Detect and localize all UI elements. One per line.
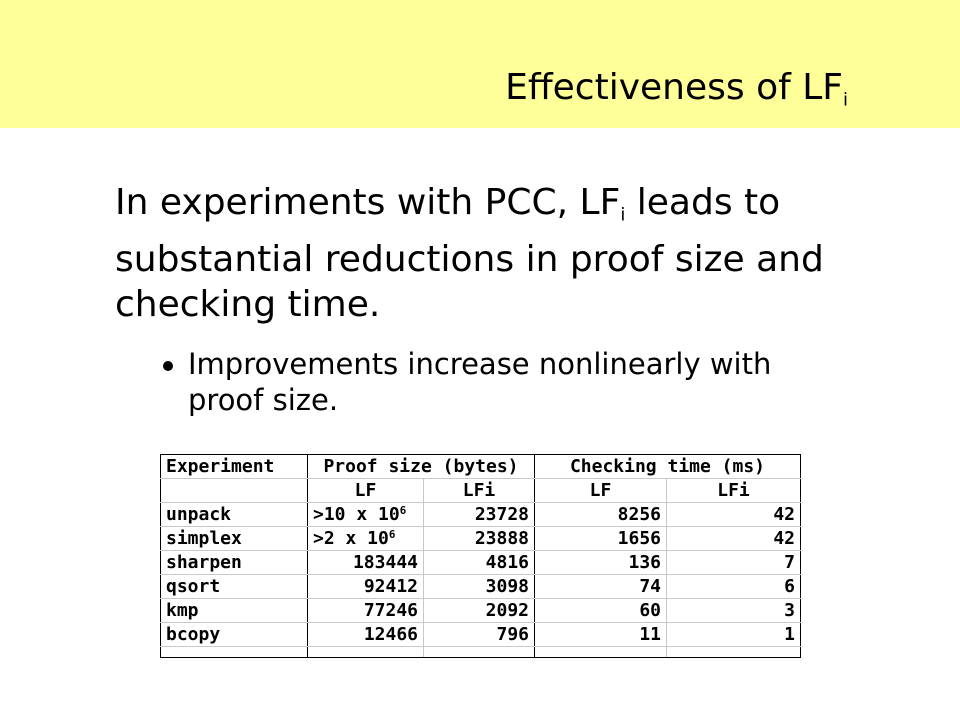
proof-size-lfi: 4816: [423, 550, 535, 575]
proof-size-lfi: 23728: [423, 502, 535, 527]
proof-size-lfi: 3098: [423, 574, 535, 599]
checking-time-lf: 8256: [534, 502, 667, 527]
table-empty-row: [160, 646, 801, 658]
proof-size-lfi: 2092: [423, 598, 535, 623]
title-band: [0, 0, 960, 128]
checking-time-lf: 60: [534, 598, 667, 623]
main-statement: In experiments with PCC, LFi leads to su…: [115, 180, 875, 327]
slide-title: Effectiveness of LFi: [505, 64, 848, 124]
header-proof-size: Proof size (bytes): [307, 454, 535, 479]
proof-size-lf-exponent: 6: [399, 504, 407, 518]
experiment-name: simplex: [160, 526, 308, 551]
checking-time-lfi: 42: [666, 526, 801, 551]
checking-time-lfi: 7: [666, 550, 801, 575]
subheader-blank: [160, 478, 308, 503]
header-experiment: Experiment: [160, 454, 308, 479]
proof-size-lf-base: >10 x 10: [313, 504, 400, 525]
empty-cell: [666, 646, 801, 658]
statement-subscript: i: [620, 204, 626, 226]
experiment-name: qsort: [160, 574, 308, 599]
bullet-item: Improvements increase nonlinearly with p…: [160, 346, 828, 418]
empty-cell: [534, 646, 667, 658]
table-row: qsort 92412 3098 74 6: [160, 574, 801, 599]
checking-time-lf: 136: [534, 550, 667, 575]
proof-size-lfi: 796: [423, 622, 535, 647]
experiment-name: kmp: [160, 598, 308, 623]
checking-time-lf: 1656: [534, 526, 667, 551]
checking-time-lfi: 42: [666, 502, 801, 527]
proof-size-lf: 92412: [307, 574, 424, 599]
empty-cell: [307, 646, 424, 658]
subheader-lf-size: LF: [307, 478, 424, 503]
checking-time-lf: 74: [534, 574, 667, 599]
experiment-name: bcopy: [160, 622, 308, 647]
header-checking-time: Checking time (ms): [534, 454, 801, 479]
table-row: kmp 77246 2092 60 3: [160, 598, 801, 623]
results-table: Experiment Proof size (bytes) Checking t…: [160, 454, 801, 658]
subheader-lfi-time: LFi: [666, 478, 801, 503]
proof-size-lf-base: >2 x 10: [313, 528, 389, 549]
table-row: simplex >2 x 106 23888 1656 42: [160, 526, 801, 551]
proof-size-lfi: 23888: [423, 526, 535, 551]
bullet-dot-icon: [163, 361, 173, 371]
table-row: bcopy 12466 796 11 1: [160, 622, 801, 647]
bullet-text: Improvements increase nonlinearly with p…: [188, 347, 772, 417]
experiment-name: sharpen: [160, 550, 308, 575]
subheader-lfi-size: LFi: [423, 478, 535, 503]
proof-size-lf-exponent: 6: [388, 528, 396, 542]
empty-cell: [423, 646, 535, 658]
proof-size-lf: 12466: [307, 622, 424, 647]
proof-size-lf: >2 x 106: [307, 526, 424, 551]
checking-time-lfi: 6: [666, 574, 801, 599]
title-text: Effectiveness of LF: [505, 67, 843, 108]
title-subscript: i: [842, 89, 848, 111]
checking-time-lf: 11: [534, 622, 667, 647]
table-header-row: Experiment Proof size (bytes) Checking t…: [160, 454, 801, 479]
table-subheader-row: LF LFi LF LFi: [160, 478, 801, 503]
experiment-name: unpack: [160, 502, 308, 527]
empty-cell: [160, 646, 308, 658]
statement-text-part1: In experiments with PCC, LF: [115, 182, 621, 223]
table-row: sharpen 183444 4816 136 7: [160, 550, 801, 575]
statement-text-part2: leads to substantial reductions in proof…: [115, 182, 824, 326]
checking-time-lfi: 1: [666, 622, 801, 647]
checking-time-lfi: 3: [666, 598, 801, 623]
proof-size-lf: 77246: [307, 598, 424, 623]
table-row: unpack >10 x 106 23728 8256 42: [160, 502, 801, 527]
proof-size-lf: 183444: [307, 550, 424, 575]
proof-size-lf: >10 x 106: [307, 502, 424, 527]
subheader-lf-time: LF: [534, 478, 667, 503]
